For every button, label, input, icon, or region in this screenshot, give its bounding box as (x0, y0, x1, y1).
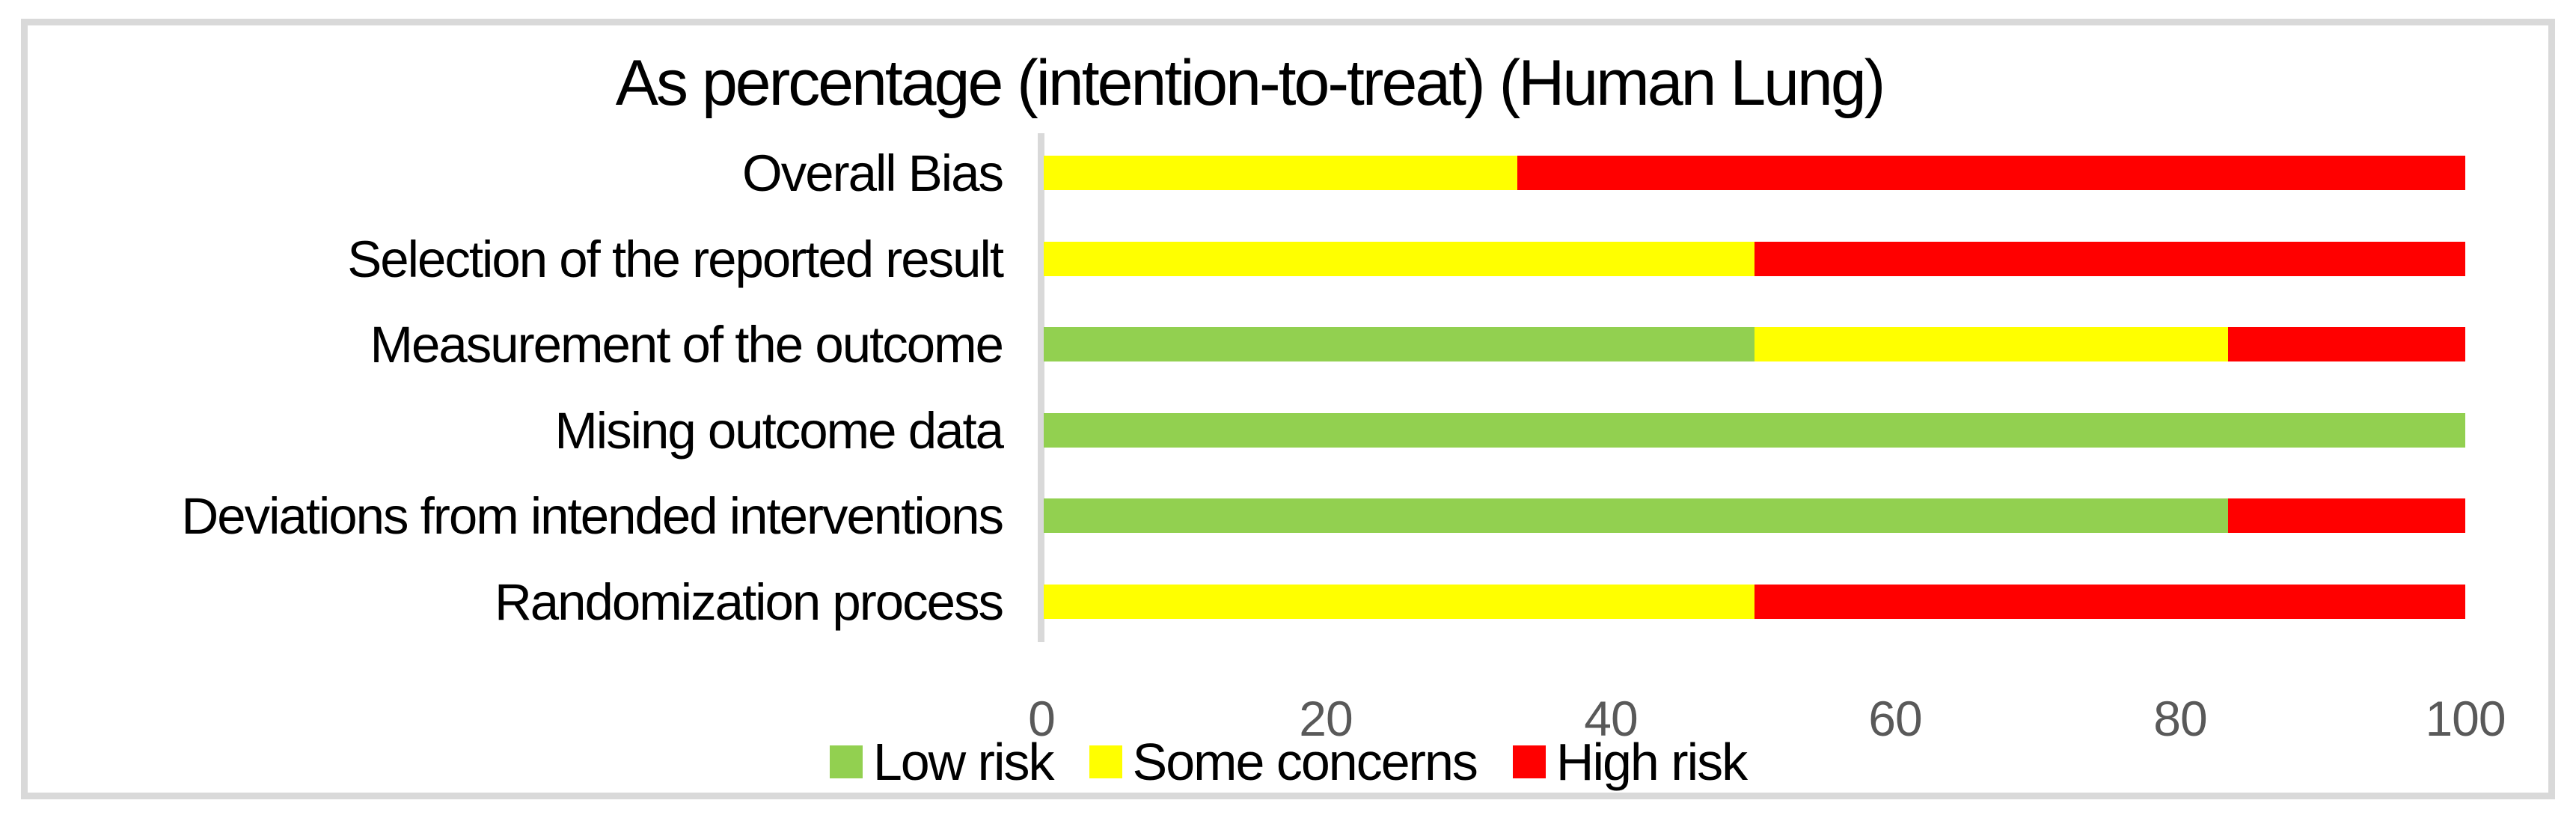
legend-label-low-risk: Low risk (872, 733, 1055, 791)
category-label-selection-of-the-reported-result: Selection of the reported result (347, 230, 1004, 288)
legend-item-low-risk: Low risk (829, 732, 1055, 792)
bar-deviations-from-intended-interventions (1044, 498, 2465, 533)
category-label-overall-bias: Overall Bias (742, 144, 1004, 202)
bar-segment-high-risk (1754, 585, 2465, 619)
legend-label-some-concerns: Some concerns (1132, 733, 1478, 791)
category-label-deviations-from-intended-interventions: Deviations from intended interventions (181, 486, 1004, 545)
chart-title: As percentage (intention-to-treat) (Huma… (615, 47, 1886, 119)
x-tick-label-100: 100 (2425, 691, 2506, 746)
bar-selection-of-the-reported-result (1044, 242, 2465, 276)
category-label-measurement-of-the-outcome: Measurement of the outcome (370, 315, 1004, 373)
category-label-randomization-process: Randomization process (494, 573, 1004, 631)
y-axis-line (1038, 133, 1044, 642)
x-tick-label-80: 80 (2153, 691, 2207, 746)
legend: Low risk Some concerns High risk (0, 732, 2576, 792)
x-tick-label-0: 0 (1028, 691, 1056, 746)
bar-segment-low-risk (1044, 413, 2465, 448)
bar-segment-some-concerns (1044, 585, 1754, 619)
bar-segment-high-risk (1754, 242, 2465, 276)
bar-segment-low-risk (1044, 327, 1754, 361)
bar-mising-outcome-data (1044, 413, 2465, 448)
high-risk-swatch (1512, 745, 1546, 778)
low-risk-swatch (829, 745, 863, 778)
bar-segment-high-risk (2228, 327, 2465, 361)
bar-segment-high-risk (1517, 156, 2465, 190)
legend-item-some-concerns: Some concerns (1089, 732, 1478, 792)
x-tick-label-40: 40 (1584, 691, 1638, 746)
bar-measurement-of-the-outcome (1044, 327, 2465, 361)
bar-overall-bias (1044, 156, 2465, 190)
some-concerns-swatch (1089, 745, 1122, 778)
chart-border (21, 19, 2555, 799)
bar-segment-some-concerns (1044, 156, 1518, 190)
bar-segment-some-concerns (1044, 242, 1754, 276)
bar-randomization-process (1044, 585, 2465, 619)
category-label-mising-outcome-data: Mising outcome data (554, 401, 1004, 460)
legend-item-high-risk: High risk (1512, 732, 1748, 792)
bar-segment-some-concerns (1754, 327, 2229, 361)
x-tick-label-60: 60 (1868, 691, 1922, 746)
bar-segment-low-risk (1044, 498, 2229, 533)
bar-segment-high-risk (2228, 498, 2465, 533)
x-tick-label-20: 20 (1299, 691, 1353, 746)
legend-label-high-risk: High risk (1555, 733, 1748, 791)
